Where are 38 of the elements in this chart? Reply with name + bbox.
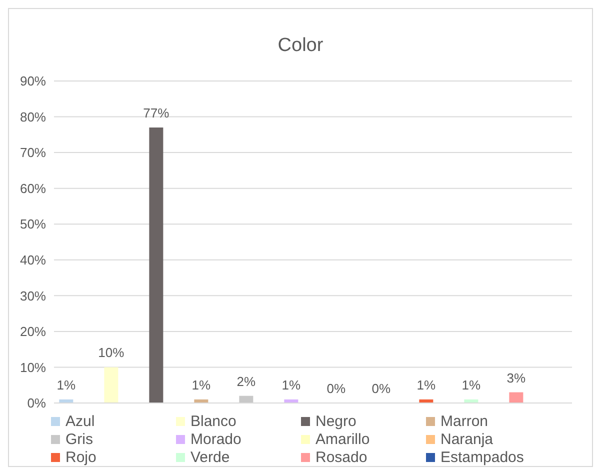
legend-label: Negro [316, 413, 356, 430]
data-label: 1% [282, 377, 302, 392]
y-tick-label: 30% [20, 288, 46, 304]
y-tick-label: 80% [20, 109, 46, 124]
data-label: 1% [56, 377, 76, 392]
y-tick-label: 70% [20, 145, 46, 160]
bar [149, 128, 164, 403]
y-tick-label: 40% [20, 252, 46, 268]
data-label: 10% [98, 345, 125, 360]
data-label: 2% [236, 374, 256, 389]
chart-title: Color [276, 34, 324, 58]
bar [239, 396, 254, 403]
data-label: 1% [462, 377, 482, 392]
y-tick-label: 50% [20, 216, 46, 232]
legend-label: Marron [440, 413, 488, 430]
data-label: 1% [192, 377, 212, 392]
data-label: 3% [506, 370, 526, 386]
bar [104, 367, 118, 403]
data-label: 77% [143, 106, 170, 121]
legend-label: Naranja [440, 431, 494, 448]
y-tick-label: 0% [27, 396, 46, 411]
legend-label: Verde [190, 449, 230, 466]
bar [509, 392, 524, 403]
legend-label: Amarillo [316, 431, 370, 448]
legend-label: Blanco [190, 413, 236, 430]
data-label: 0% [372, 380, 392, 396]
legend-label: Azul [66, 413, 95, 430]
data-label: 1% [416, 377, 436, 392]
data-label: 0% [326, 380, 346, 396]
y-tick-label: 90% [20, 74, 46, 89]
legend-label: Rosado [316, 449, 368, 466]
y-tick-label: 60% [20, 180, 46, 196]
legend-label: Estampados [440, 449, 524, 466]
legend-label: Gris [66, 431, 93, 448]
legend-label: Morado [190, 431, 242, 448]
y-tick-label: 20% [20, 324, 46, 340]
legend-label: Rojo [66, 449, 96, 466]
y-tick-label: 10% [20, 360, 46, 375]
